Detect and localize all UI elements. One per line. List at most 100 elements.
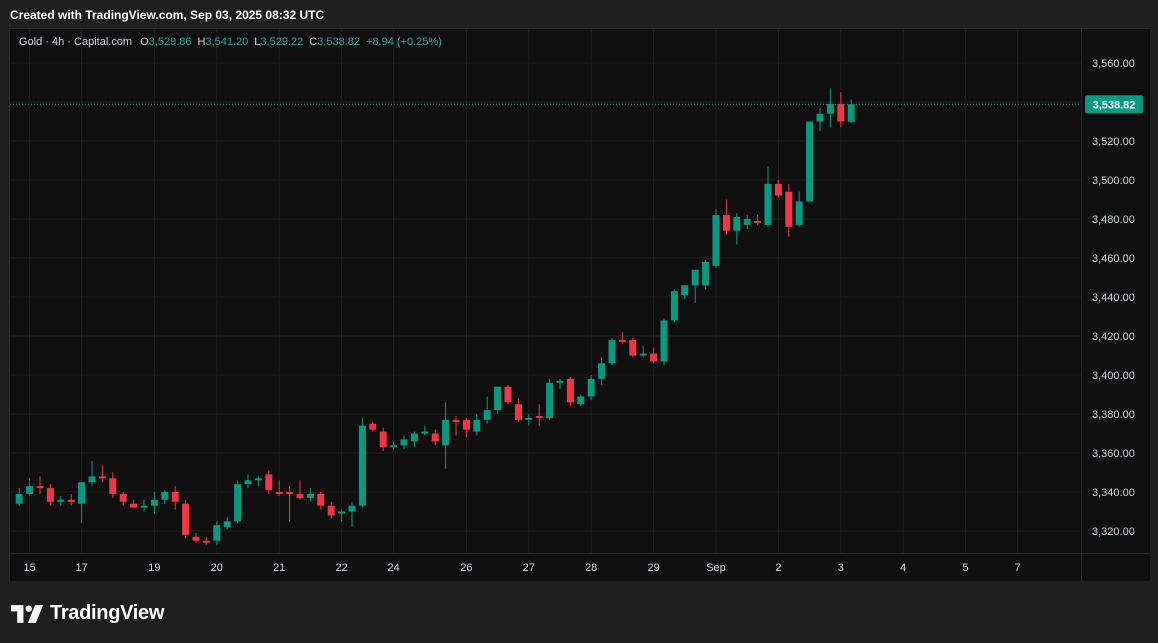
symbol-name[interactable]: Gold · 4h · Capital.com [19, 36, 133, 48]
candle-down[interactable] [514, 404, 522, 420]
candle-down[interactable] [431, 433, 439, 442]
candle-up[interactable] [670, 291, 678, 321]
candle-down[interactable] [327, 505, 335, 516]
candle-up[interactable] [826, 103, 834, 114]
low-label: L [254, 36, 261, 48]
candle-up[interactable] [348, 505, 356, 512]
candle-up[interactable] [254, 478, 262, 481]
candle-down[interactable] [629, 339, 637, 356]
candle-down[interactable] [46, 488, 54, 502]
candle-up[interactable] [712, 215, 720, 266]
candle-up[interactable] [78, 482, 86, 504]
candle-up[interactable] [795, 201, 803, 225]
candle-up[interactable] [15, 493, 23, 504]
candle-up[interactable] [26, 486, 34, 494]
candle-down[interactable] [109, 478, 117, 494]
candlestick-chart[interactable]: 3,320.00 3,340.00 3,360.00 3,380.00 3,400.00… [10, 29, 1150, 582]
candle-down[interactable] [265, 474, 273, 491]
candle-down[interactable] [67, 499, 75, 502]
x-tick-label: 4 [900, 562, 906, 574]
candle-down[interactable] [462, 419, 470, 430]
x-tick-label: 24 [387, 562, 399, 574]
tradingview-brand[interactable]: TradingView [11, 602, 164, 625]
candle-down[interactable] [535, 415, 543, 418]
candle-up[interactable] [806, 121, 814, 202]
candle-up[interactable] [494, 386, 502, 411]
candle-down[interactable] [754, 220, 762, 223]
candle-down[interactable] [618, 339, 626, 342]
candle-up[interactable] [598, 363, 606, 379]
candle-down[interactable] [452, 419, 460, 422]
candle-down[interactable] [785, 191, 793, 227]
candle-up[interactable] [57, 499, 65, 502]
candle-down[interactable] [837, 103, 845, 122]
candle-up[interactable] [161, 492, 169, 500]
x-tick-label: 15 [23, 562, 35, 574]
candle-down[interactable] [774, 183, 782, 196]
candle-up[interactable] [577, 396, 585, 405]
candle-up[interactable] [223, 521, 231, 528]
candle-down[interactable] [98, 476, 106, 479]
candle-up[interactable] [140, 505, 148, 508]
candle-down[interactable] [130, 503, 138, 508]
candle-down[interactable] [192, 536, 200, 541]
candle-up[interactable] [150, 499, 158, 506]
candle-down[interactable] [504, 386, 512, 403]
candle-up[interactable] [234, 484, 242, 522]
candle-up[interactable] [410, 433, 418, 442]
candle-up[interactable] [400, 439, 408, 446]
chart-panel[interactable]: 3,320.00 3,340.00 3,360.00 3,380.00 3,400.00… [9, 28, 1150, 582]
candle-up[interactable] [660, 320, 668, 362]
candle-up[interactable] [702, 261, 710, 286]
candle-up[interactable] [390, 445, 398, 448]
candle-up[interactable] [681, 285, 689, 296]
candle-up[interactable] [546, 382, 554, 418]
candle-up[interactable] [442, 419, 450, 446]
candle-down[interactable] [275, 492, 283, 494]
candle-up[interactable] [473, 419, 481, 432]
candle-down[interactable] [379, 431, 387, 448]
candle-up[interactable] [525, 417, 533, 420]
candle-up[interactable] [847, 104, 855, 122]
candle-up[interactable] [338, 511, 346, 514]
candle-up[interactable] [556, 380, 564, 383]
candle-up[interactable] [587, 378, 595, 397]
candle-up[interactable] [244, 480, 252, 485]
candle-down[interactable] [119, 493, 127, 502]
candle-down[interactable] [317, 493, 325, 506]
candle-up[interactable] [764, 183, 772, 225]
y-tick-label: 3,560.00 [1092, 58, 1135, 70]
candle-up[interactable] [733, 217, 741, 231]
y-tick-label: 3,320.00 [1092, 526, 1135, 538]
candle-down[interactable] [36, 486, 44, 489]
close-value: 3,538.82 [317, 36, 361, 48]
candle-up[interactable] [743, 219, 751, 225]
x-tick-label: 3 [838, 562, 844, 574]
candle-down[interactable] [171, 492, 179, 502]
x-tick-label: 22 [335, 562, 347, 574]
candle-up[interactable] [306, 493, 314, 498]
candle-up[interactable] [816, 113, 824, 122]
candle-up[interactable] [639, 353, 647, 356]
x-tick-label: 17 [75, 562, 87, 574]
candle-down[interactable] [202, 540, 210, 543]
candle-up[interactable] [358, 425, 366, 506]
candle-up[interactable] [608, 339, 616, 364]
candle-down[interactable] [566, 378, 574, 403]
candle-down[interactable] [650, 353, 658, 362]
created-with-text: Created with TradingView.com, Sep 03, 20… [10, 8, 325, 22]
candle-down[interactable] [182, 503, 190, 535]
candle-up[interactable] [88, 476, 96, 483]
candle-up[interactable] [213, 525, 221, 541]
y-tick-label: 3,520.00 [1092, 136, 1135, 148]
candle-down[interactable] [722, 215, 730, 231]
candle-down[interactable] [286, 492, 294, 494]
x-tick-label: 7 [1015, 562, 1021, 574]
candle-down[interactable] [296, 493, 304, 498]
candle-up[interactable] [483, 410, 491, 420]
last-price-badge [1085, 95, 1143, 114]
candle-down[interactable] [369, 423, 377, 430]
candle-up[interactable] [421, 431, 429, 434]
candle-up[interactable] [691, 269, 699, 286]
y-tick-label: 3,440.00 [1092, 292, 1135, 304]
